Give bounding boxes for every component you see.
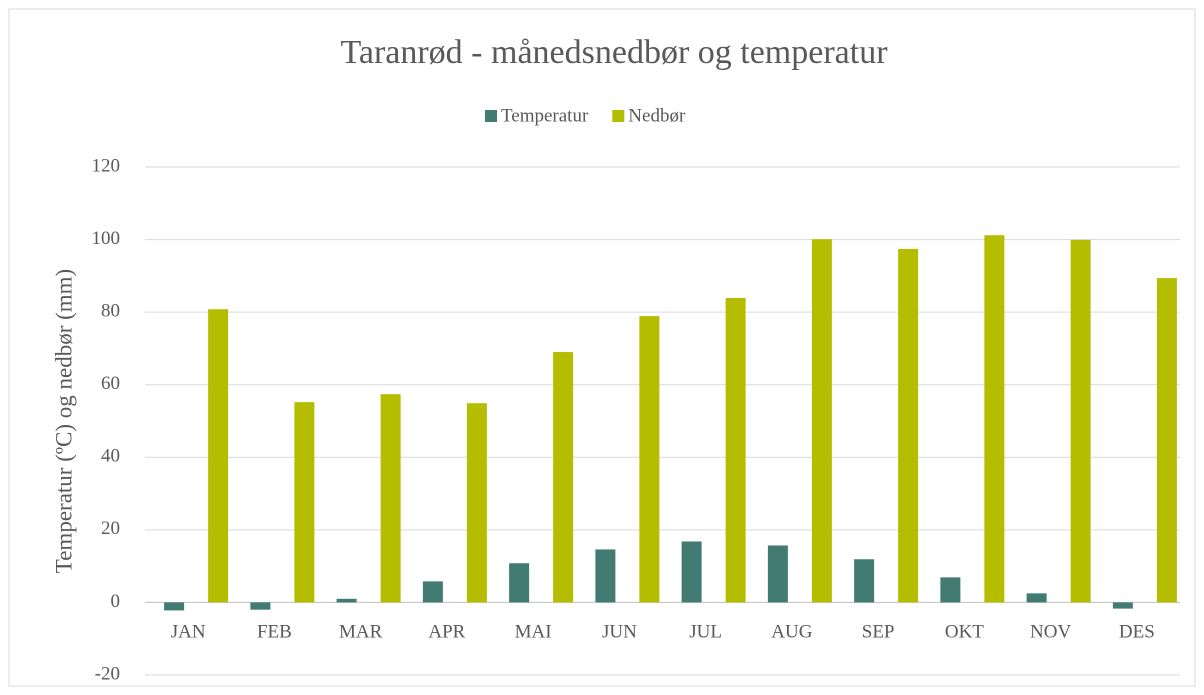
legend-label: Nedbør [628, 105, 686, 126]
bar [940, 577, 961, 603]
x-tick-label: FEB [257, 621, 292, 642]
x-tick-label: OKT [945, 621, 984, 642]
bar [767, 545, 788, 603]
x-tick-label: AUG [771, 621, 812, 642]
bar [208, 309, 229, 603]
y-tick-label: 100 [92, 228, 121, 249]
bar [164, 602, 185, 611]
y-tick-label: -20 [95, 663, 120, 684]
bar [509, 563, 530, 603]
bar [250, 602, 271, 610]
bar [1070, 239, 1091, 603]
y-tick-label: 120 [92, 155, 121, 176]
x-tick-label: JUL [689, 621, 722, 642]
x-tick-label: APR [428, 621, 465, 642]
bar [336, 598, 357, 603]
y-tick-label: 20 [101, 518, 120, 539]
x-tick-label: MAR [339, 621, 383, 642]
bar [984, 235, 1005, 603]
legend-label: Temperatur [501, 105, 589, 126]
bar [553, 352, 574, 603]
chart-title: Taranrød - månedsnedbør og temperatur [340, 34, 888, 71]
bar [725, 297, 746, 603]
bar [854, 559, 875, 603]
bar [681, 541, 702, 603]
bar [595, 549, 616, 603]
bar [898, 249, 919, 603]
y-tick-label: 60 [101, 373, 120, 394]
x-tick-label: MAI [515, 621, 552, 642]
x-tick-label: JAN [171, 621, 206, 642]
bar [422, 581, 443, 603]
legend-swatch [485, 110, 497, 122]
x-tick-label: NOV [1030, 621, 1071, 642]
bar [811, 239, 832, 603]
bar [1156, 278, 1177, 603]
bar [380, 394, 401, 603]
y-tick-label: 0 [111, 591, 121, 612]
y-tick-label: 40 [101, 446, 120, 467]
bar [1026, 593, 1047, 603]
bar [466, 403, 487, 603]
x-tick-label: SEP [862, 621, 895, 642]
y-axis-title: Temperatur (ºC) og nedbør (mm) [51, 269, 76, 573]
x-tick-label: DES [1119, 621, 1155, 642]
x-tick-label: JUN [602, 621, 637, 642]
legend-swatch [612, 110, 625, 122]
bar [294, 402, 315, 603]
bar [639, 316, 660, 603]
bar [1112, 602, 1133, 609]
y-tick-label: 80 [101, 301, 120, 322]
